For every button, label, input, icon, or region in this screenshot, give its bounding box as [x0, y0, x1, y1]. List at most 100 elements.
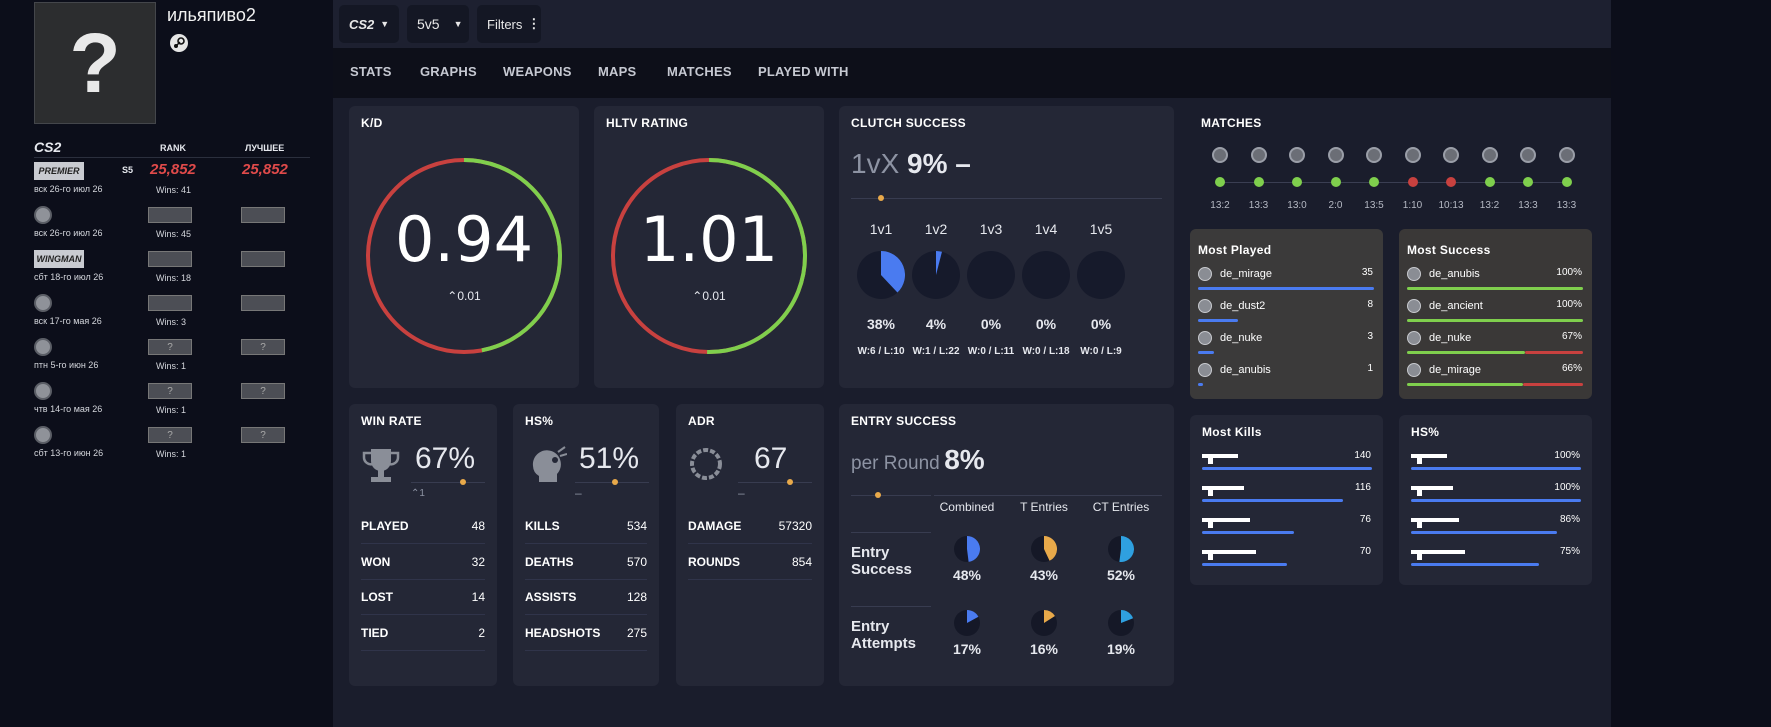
match-result-dot[interactable]: [1484, 177, 1495, 187]
stat-value: 48: [471, 519, 485, 533]
map-value: 67%: [1561, 331, 1582, 342]
tab-matches[interactable]: MATCHES: [667, 64, 732, 79]
rank-wins: Wins: 1: [156, 361, 187, 371]
tab-weapons[interactable]: WEAPONS: [503, 64, 572, 79]
steam-icon[interactable]: [170, 34, 188, 52]
entry-row-label: Success: [851, 561, 912, 578]
matches-section: MATCHES 13:2 13:3 13:0 2:0 13:5 1:10 10:13 13:2…: [1192, 106, 1602, 216]
rank-wins: Wins: 1: [156, 449, 187, 459]
map-icon[interactable]: [1404, 147, 1421, 163]
stat-row: TIED 2: [361, 616, 485, 651]
stat-row: HEADSHOTS 275: [525, 616, 647, 651]
rank-badge: ?: [148, 339, 192, 355]
rank-icon-label: PREMIER: [38, 166, 80, 176]
match-result-dot[interactable]: [1292, 177, 1302, 187]
map-icon: [34, 294, 52, 312]
entry-column-header: Combined: [939, 500, 995, 514]
entry-pie: [1108, 536, 1134, 562]
map-icon: [34, 338, 52, 356]
hltv-delta: ⌃0.01: [594, 289, 824, 303]
match-result-dot[interactable]: [1446, 177, 1456, 187]
entry-title: ENTRY SUCCESS: [851, 414, 957, 428]
map-icon[interactable]: [1327, 147, 1344, 163]
clutch-pct: 38%: [866, 316, 896, 332]
match-result-dot[interactable]: [1369, 177, 1379, 187]
entry-divider: [851, 495, 931, 496]
match-result-dot[interactable]: [1523, 177, 1533, 187]
map-icon: [34, 426, 52, 444]
most-played-card: Most Played de_mirage 35 de_dust2 8 de_nuke 3…: [1190, 229, 1383, 399]
rank-wins: Wins: 45: [156, 229, 192, 239]
tab-maps[interactable]: MAPS: [598, 64, 637, 79]
tab-played-with[interactable]: PLAYED WITH: [758, 64, 849, 79]
clutch-prefix: 1vX: [851, 148, 900, 179]
game-dropdown[interactable]: CS2 ▼: [339, 5, 399, 43]
weapon-value: 116: [1355, 482, 1371, 493]
map-name: de_nuke: [1220, 332, 1263, 344]
weapon-value: 100%: [1554, 482, 1580, 493]
entry-pct: 52%: [1106, 567, 1136, 583]
map-icon[interactable]: [1250, 147, 1267, 163]
rank-row: сбт 13-го июн 26?? Wins: 1: [34, 422, 310, 466]
entry-column-header: T Entries: [1020, 500, 1068, 514]
filters-button[interactable]: Filters ⋮: [477, 5, 541, 43]
match-result-dot[interactable]: [1407, 177, 1418, 187]
premier-rating: 25,852: [150, 161, 196, 178]
chevron-down-icon: ▼: [453, 19, 463, 29]
arrow-up-icon: ⌃: [411, 488, 420, 499]
clutch-summary: 1vX 9% –: [851, 148, 971, 180]
trend-dot: [612, 479, 618, 485]
tab-stats[interactable]: STATS: [350, 64, 392, 79]
glock-icon: [1411, 547, 1469, 560]
map-icon[interactable]: [1212, 147, 1228, 163]
entry-row-label: Attempts: [851, 635, 917, 652]
matches-title: MATCHES: [1201, 116, 1262, 130]
weapon-value: 75%: [1559, 546, 1580, 557]
headshot-icon: [532, 446, 567, 482]
map-icon: [1407, 331, 1421, 345]
rank-badge: [148, 295, 192, 311]
map-icon[interactable]: [1289, 147, 1305, 163]
clutch-pie: [1077, 251, 1125, 299]
match-result-dot[interactable]: [1330, 177, 1341, 187]
tab-graphs[interactable]: GRAPHS: [420, 64, 477, 79]
map-icon: [1198, 331, 1212, 345]
rank-wins: Wins: 3: [156, 317, 187, 327]
map-value: 8: [1367, 299, 1373, 310]
entry-card: ENTRY SUCCESS per Round 8% Combined T Ent…: [839, 404, 1174, 686]
adr-divider: [738, 482, 812, 483]
entry-header-divider: [934, 495, 1162, 496]
win-rate-delta: ⌃1: [411, 488, 425, 499]
trend-dot: [460, 479, 466, 485]
weapon-bar: [1411, 499, 1581, 502]
stat-row: ASSISTS 128: [525, 580, 647, 615]
mode-dropdown[interactable]: 5v5 ▼: [407, 5, 469, 43]
match-result-dot[interactable]: [1253, 177, 1264, 187]
win-rate-delta-value: 1: [419, 488, 425, 499]
toolbar: CS2 ▼ 5v5 ▼ Filters ⋮: [333, 0, 1611, 48]
map-icon[interactable]: [1481, 147, 1498, 163]
weapon-bar: [1202, 467, 1372, 470]
deagle-icon: [1411, 515, 1463, 528]
map-bar: [1198, 351, 1214, 354]
stat-row: DEATHS 570: [525, 545, 647, 580]
clutch-label: 1v4: [1034, 221, 1058, 237]
entry-pie: [1108, 610, 1134, 636]
map-bar-loss: [1523, 383, 1583, 386]
match-result-dot[interactable]: [1561, 177, 1572, 187]
map-icon[interactable]: [1520, 147, 1536, 163]
rank-wins: Wins: 18: [156, 273, 192, 283]
stat-value: 534: [626, 519, 647, 533]
stat-label: DEATHS: [525, 554, 574, 569]
map-icon[interactable]: [1366, 147, 1382, 163]
cs2-logo: CS2: [34, 139, 62, 155]
map-icon[interactable]: [1558, 147, 1575, 163]
match-connector: [1220, 182, 1259, 183]
clutch-divider: [851, 198, 1162, 199]
hs-weapons-card: HS% 100% 100% 86% 75%: [1399, 415, 1592, 585]
match-result-dot[interactable]: [1215, 177, 1225, 187]
rank-badge: ?: [148, 383, 192, 399]
map-icon[interactable]: [1443, 147, 1459, 163]
weapon-bar: [1202, 531, 1294, 534]
most-success-card: Most Success de_anubis 100% de_ancient 100%…: [1399, 229, 1592, 399]
